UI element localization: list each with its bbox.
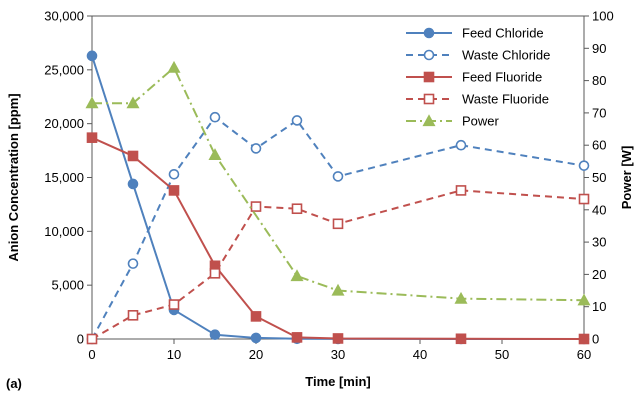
data-point-feed-fluoride [127, 150, 139, 162]
legend-entry-power: Power [406, 114, 500, 129]
legend-marker-feed-fluoride [423, 71, 435, 83]
data-point-feed-chloride [250, 332, 262, 344]
series-line-power [92, 66, 585, 302]
data-point-waste-chloride [455, 139, 467, 151]
x-tick-label: 20 [249, 347, 263, 362]
y-tick-label: 0 [77, 332, 84, 347]
data-point-waste-chloride [168, 168, 180, 180]
legend-label-waste-fluoride: Waste Fluoride [462, 92, 549, 107]
data-point-waste-chloride [250, 143, 262, 154]
data-point-power [208, 148, 222, 160]
x-axis-title: Time [min] [305, 374, 371, 389]
data-point-waste-fluoride [168, 299, 180, 310]
legend-entry-feed-fluoride: Feed Fluoride [406, 70, 542, 85]
data-point-feed-fluoride [455, 333, 467, 345]
data-point-feed-fluoride [332, 333, 344, 344]
data-point-feed-fluoride [291, 332, 303, 343]
y-tick-label: 15,000 [44, 170, 84, 185]
y2-tick-label: 90 [592, 41, 606, 56]
data-point-waste-fluoride [291, 203, 303, 215]
series-waste-fluoride [86, 185, 590, 345]
data-point-waste-chloride [332, 171, 344, 182]
data-point-waste-fluoride [127, 310, 139, 321]
x-tick-label: 40 [413, 347, 427, 362]
data-point-waste-fluoride [209, 268, 221, 279]
legend-entry-waste-fluoride: Waste Fluoride [406, 92, 549, 107]
data-point-feed-chloride [127, 178, 139, 190]
y2-axis-title: Power [W] [619, 146, 634, 210]
data-point-feed-fluoride [250, 311, 262, 322]
data-point-feed-fluoride [578, 333, 590, 345]
y2-tick-label: 60 [592, 138, 606, 153]
y-tick-label: 10,000 [44, 224, 84, 239]
y2-tick-label: 40 [592, 202, 606, 217]
data-point-feed-fluoride [86, 132, 98, 143]
series-layer [85, 50, 591, 345]
data-point-waste-chloride [209, 111, 221, 123]
legend-marker-power [422, 114, 436, 127]
data-point-waste-chloride [578, 160, 590, 171]
data-point-waste-fluoride [578, 193, 590, 205]
y-axis-title: Anion Concentration [ppm] [6, 93, 21, 261]
y2-tick-label: 0 [592, 332, 599, 347]
y-tick-label: 20,000 [44, 116, 84, 131]
panel-label: (a) [6, 376, 22, 391]
y2-tick-label: 70 [592, 105, 606, 120]
x-tick-label: 10 [167, 347, 181, 362]
y2-tick-label: 30 [592, 235, 606, 250]
series-power [85, 60, 591, 306]
legend-label-power: Power [462, 114, 500, 129]
legend: Feed Chloride Waste Chloride Feed Fluoride… [406, 26, 550, 129]
legend-label-feed-fluoride: Feed Fluoride [462, 70, 542, 85]
y-tick-label: 5,000 [51, 278, 84, 293]
data-point-waste-fluoride [455, 185, 467, 196]
legend-label-waste-chloride: Waste Chloride [462, 48, 550, 63]
data-point-power [577, 293, 591, 306]
data-point-feed-fluoride [168, 185, 180, 196]
data-point-waste-chloride [291, 115, 303, 126]
data-point-waste-chloride [127, 258, 139, 269]
data-point-power [454, 291, 468, 304]
series-feed-fluoride [86, 132, 590, 345]
y2-tick-label: 100 [592, 9, 614, 24]
axes-layer: 0 5,000 10,000 15,000 20,000 25,000 30,000 0 10 2… [44, 9, 613, 363]
y2-tick-label: 50 [592, 170, 606, 185]
data-point-power [290, 269, 304, 282]
legend-entry-waste-chloride: Waste Chloride [406, 48, 550, 63]
x-tick-label: 30 [331, 347, 345, 362]
legend-entry-feed-chloride: Feed Chloride [406, 26, 544, 41]
y2-tick-label: 20 [592, 267, 606, 282]
data-point-power [331, 283, 345, 296]
legend-label-feed-chloride: Feed Chloride [462, 26, 544, 41]
legend-marker-waste-fluoride [423, 93, 435, 105]
data-point-waste-fluoride [250, 201, 262, 212]
data-point-waste-fluoride [332, 218, 344, 230]
data-point-waste-fluoride [86, 333, 98, 345]
y-tick-label: 30,000 [44, 9, 84, 24]
x-tick-label: 0 [88, 347, 95, 362]
x-tick-label: 60 [577, 347, 591, 362]
data-point-power [85, 96, 99, 109]
y2-tick-label: 10 [592, 299, 606, 314]
data-point-power [167, 60, 181, 73]
y-tick-label: 25,000 [44, 62, 84, 77]
series-line-feed-fluoride [91, 136, 585, 340]
y2-tick-label: 80 [592, 73, 606, 88]
data-point-power [126, 96, 140, 109]
x-tick-label: 50 [495, 347, 509, 362]
series-line-waste-fluoride [91, 189, 585, 340]
legend-marker-feed-chloride [423, 27, 435, 39]
data-point-feed-chloride [86, 50, 98, 62]
data-point-feed-chloride [209, 329, 221, 340]
legend-marker-waste-chloride [423, 49, 435, 61]
